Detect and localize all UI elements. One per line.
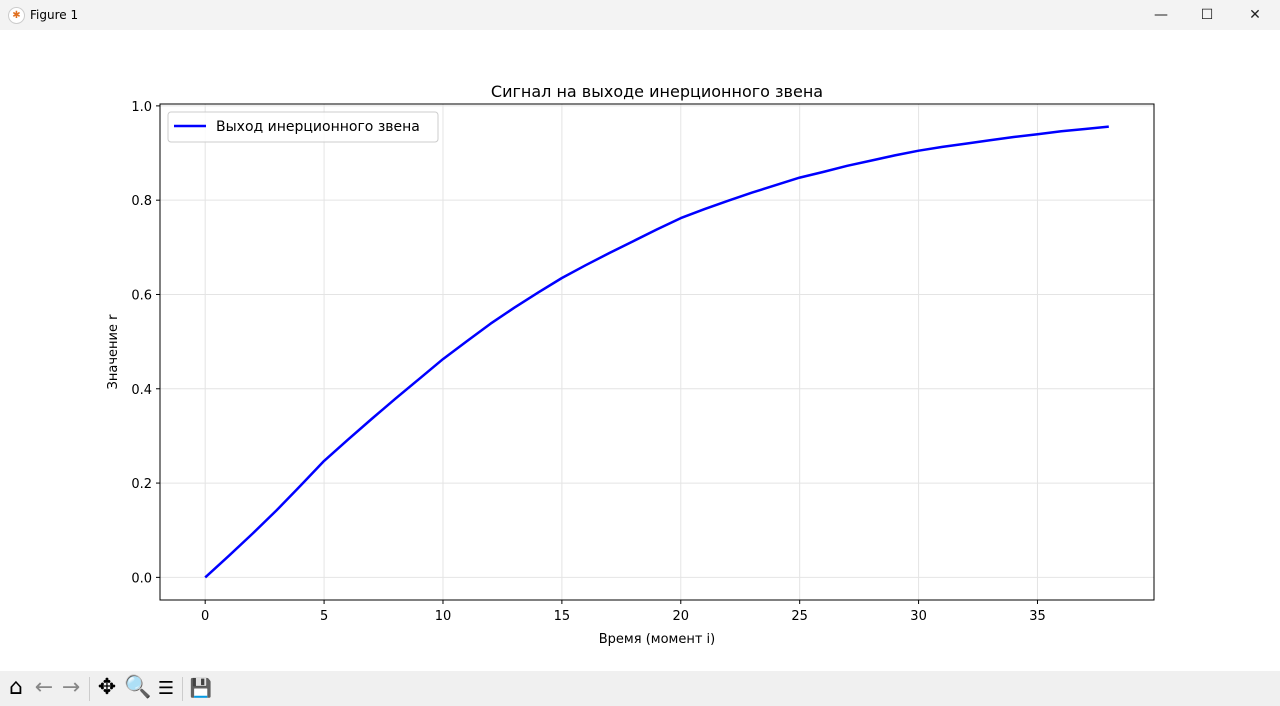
figure-canvas: 0 5 10 15 20 25 30 35 0.0 0.2 0.4 0.6 0.8 1.0 Сигнал … (0, 30, 1280, 671)
x-tick-label: 20 (673, 609, 690, 624)
forward-icon: → (61, 675, 81, 700)
save-icon: 💾 (189, 678, 213, 699)
forward-button[interactable]: → (58, 675, 84, 701)
back-button[interactable]: ← (31, 675, 57, 701)
x-tick-label: 35 (1029, 609, 1046, 624)
x-tick-label: 0 (201, 609, 209, 624)
y-tick-label: 1.0 (131, 100, 152, 115)
y-tick-label: 0.4 (131, 383, 152, 398)
pan-button[interactable]: ✥ (94, 675, 120, 701)
legend-box (167, 111, 439, 143)
zoom-button[interactable]: 🔍 (124, 675, 152, 701)
navigation-toolbar: ⌂ ← → ✥ 🔍 ☰ 💾 (0, 671, 1280, 706)
y-tick-label: 0.0 (131, 571, 152, 586)
y-tick-label: 0.8 (131, 194, 152, 209)
x-tick-label: 10 (435, 609, 452, 624)
chart: 0 5 10 15 20 25 30 35 0.0 0.2 0.4 0.6 0.8 1.0 Сигнал … (106, 82, 1155, 647)
x-tick-label: 30 (910, 609, 927, 624)
window-title: Figure 1 (30, 8, 79, 22)
x-tick-label: 25 (791, 609, 808, 624)
x-axis-label: Время (момент i) (599, 632, 715, 647)
toolbar-separator (182, 677, 183, 701)
configure-subplots-icon: ☰ (157, 678, 175, 699)
axes-frame (159, 103, 1155, 601)
title-bar: ✱ Figure 1 — ☐ ✕ (0, 0, 1280, 30)
back-icon: ← (34, 675, 54, 700)
home-button[interactable]: ⌂ (3, 675, 29, 701)
home-icon: ⌂ (9, 675, 23, 700)
y-tick-label: 0.6 (131, 288, 152, 303)
configure-subplots-button[interactable]: ☰ (153, 675, 179, 701)
x-tick-label: 5 (320, 609, 328, 624)
pan-icon: ✥ (97, 675, 117, 700)
close-button[interactable]: ✕ (1249, 7, 1261, 23)
legend-label: Выход инерционного звена (216, 119, 420, 135)
x-tick-label: 15 (554, 609, 571, 624)
series-line (204, 125, 1109, 579)
minimize-button[interactable]: — (1154, 7, 1168, 23)
matplotlib-icon: ✱ (8, 7, 25, 24)
toolbar-separator (89, 677, 90, 701)
maximize-button[interactable]: ☐ (1200, 7, 1214, 23)
save-button[interactable]: 💾 (188, 675, 214, 701)
zoom-icon: 🔍 (124, 675, 152, 700)
y-axis-label: Значение r (106, 314, 121, 390)
chart-title: Сигнал на выходе инерционного звена (491, 82, 823, 101)
y-tick-label: 0.2 (131, 477, 152, 492)
legend: Выход инерционного звена (167, 111, 439, 143)
